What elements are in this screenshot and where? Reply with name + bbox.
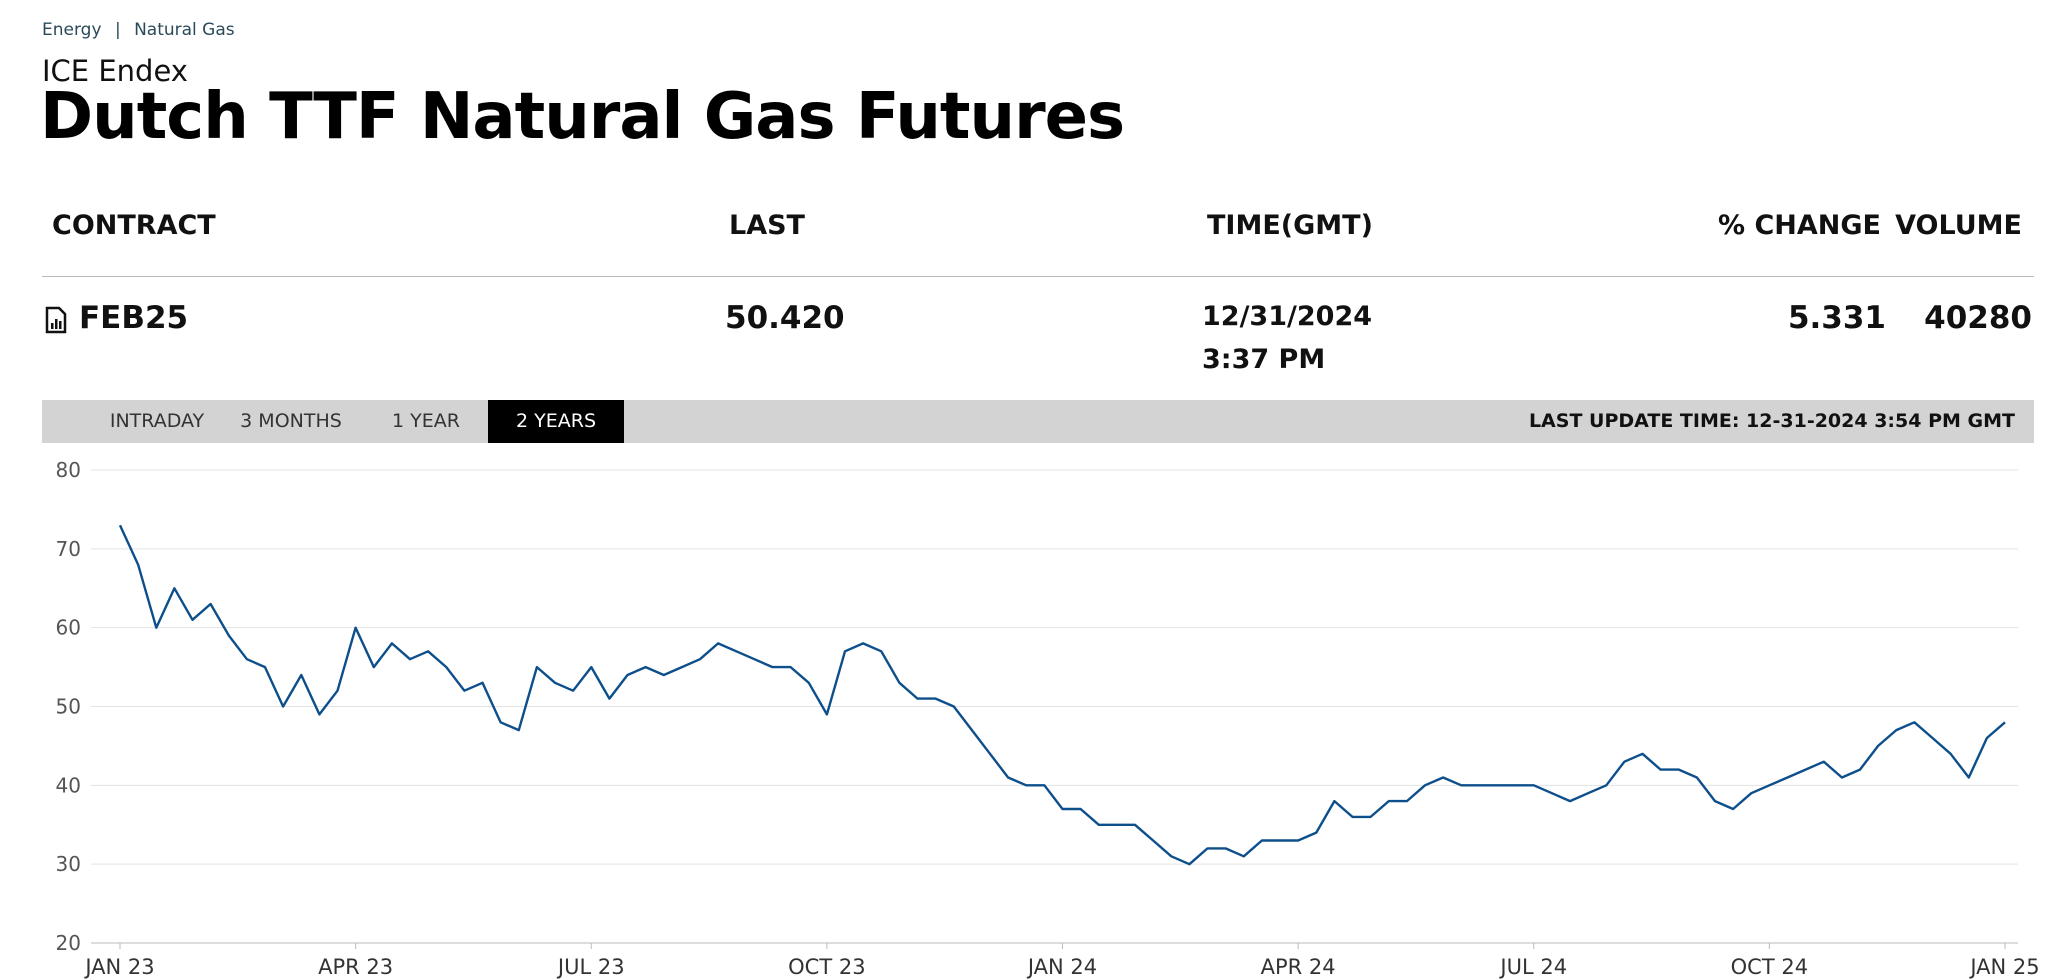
breadcrumb: Energy | Natural Gas [42, 20, 235, 40]
last-price: 50.420 [725, 300, 845, 336]
range-tab[interactable]: 2 YEARS [488, 400, 624, 443]
breadcrumb-link[interactable]: Natural Gas [134, 20, 235, 40]
x-tick-label: JUL 24 [1498, 955, 1567, 979]
y-tick-label: 80 [56, 458, 81, 482]
divider [42, 276, 2034, 277]
x-tick-label: APR 24 [1261, 955, 1336, 979]
y-tick-label: 70 [56, 537, 81, 561]
y-tick-label: 50 [56, 695, 81, 719]
last-update: LAST UPDATE TIME: 12-31-2024 3:54 PM GMT [1528, 410, 2015, 432]
y-tick-label: 20 [56, 931, 81, 955]
x-tick-label: JUL 23 [556, 955, 625, 979]
y-tick-label: 40 [56, 773, 81, 797]
x-tick-label: OCT 24 [1731, 955, 1808, 979]
price-line [118, 524, 2006, 866]
column-header: LAST [729, 210, 805, 241]
x-tick-label: APR 23 [318, 955, 393, 979]
x-tick-label: JAN 24 [1026, 955, 1097, 979]
volume: 40280 [1924, 300, 2032, 336]
trade-time: 3:37 PM [1202, 344, 1326, 375]
y-tick-label: 60 [56, 616, 81, 640]
column-header: CONTRACT [52, 210, 216, 241]
exchange: ICE Endex [42, 54, 188, 88]
breadcrumb-link[interactable]: Energy [42, 20, 102, 40]
range-tab[interactable]: 1 YEAR [392, 410, 460, 432]
page-title: Dutch TTF Natural Gas Futures [40, 80, 1125, 154]
column-header: VOLUME [1895, 210, 2022, 241]
chart-icon[interactable] [45, 306, 67, 334]
range-tab[interactable]: INTRADAY [109, 410, 205, 432]
y-tick-label: 30 [56, 852, 81, 876]
range-tab[interactable]: 3 MONTHS [240, 410, 342, 432]
column-header: % CHANGE [1718, 210, 1881, 241]
x-tick-label: OCT 23 [788, 955, 865, 979]
separator: | [114, 20, 121, 40]
column-header: TIME(GMT) [1207, 210, 1373, 241]
tab-bar [42, 400, 2034, 443]
x-tick-label: JAN 23 [83, 955, 154, 979]
x-tick-label: JAN 25 [1968, 955, 2039, 979]
trade-date: 12/31/2024 [1202, 301, 1373, 332]
percent-change: 5.331 [1787, 300, 1886, 336]
contract: FEB25 [79, 300, 189, 336]
